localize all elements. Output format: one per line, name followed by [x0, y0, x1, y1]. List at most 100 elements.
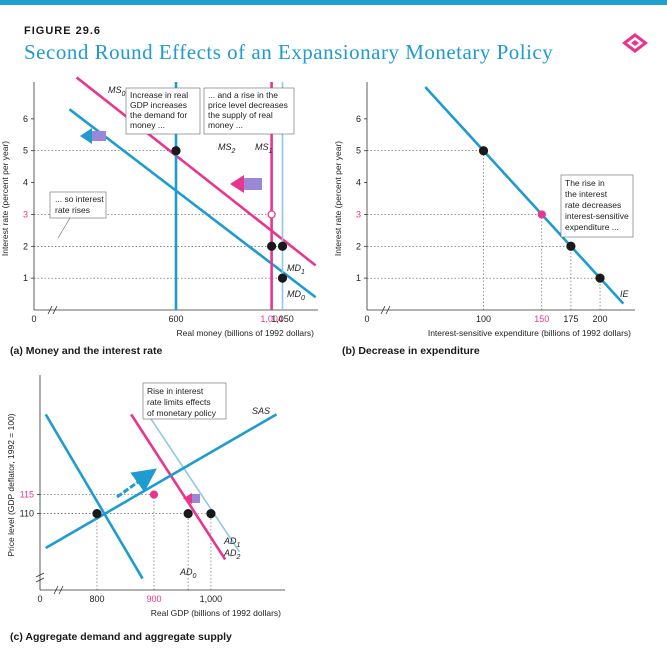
ms2-label: MS2	[218, 142, 236, 155]
md0-label: MD0	[287, 289, 305, 302]
equilibrium-point	[277, 273, 288, 283]
svg-text:money ...: money ...	[208, 120, 243, 130]
x-axis-title: Interest-sensitive expenditure (billions…	[428, 328, 631, 338]
x-tick-label: 150	[534, 314, 549, 324]
curve-ie	[424, 86, 625, 305]
origin-label: 0	[31, 314, 36, 324]
x-tick-label: 600	[168, 314, 183, 324]
y-tick-label: 5	[356, 146, 361, 156]
svg-text:The rise in: The rise in	[565, 178, 605, 188]
y-tick-label: 3	[356, 209, 361, 219]
x-tick-label: 900	[146, 594, 161, 604]
annotation-expenditure-decrease: The rise in the interest rate decreases …	[560, 174, 634, 238]
ms0-label: MS0	[108, 85, 126, 98]
equilibrium-point	[149, 490, 159, 499]
svg-text:the interest: the interest	[565, 189, 608, 199]
y-tick-label: 115	[20, 490, 34, 500]
figure-title: Second Round Effects of an Expansionary …	[24, 40, 554, 64]
x-tick-label: 100	[476, 314, 491, 324]
x-tick-label: 175	[563, 314, 578, 324]
panel-a-caption: (a) Money and the interest rate	[10, 345, 162, 357]
equilibrium-point	[277, 241, 288, 251]
svg-text:rate decreases: rate decreases	[565, 200, 621, 210]
x-tick-label: 1,000	[200, 594, 223, 604]
equilibrium-point	[171, 146, 181, 156]
ad2-label: AD2	[223, 548, 241, 561]
x-axis-title: Real GDP (billions of 1992 dollars)	[151, 608, 281, 618]
annotation-limits-effects: Rise in interest rate limits effects of …	[142, 382, 227, 420]
svg-text:GDP increases: GDP increases	[130, 100, 187, 110]
y-axis-title: Interest rate (percent per year)	[0, 141, 10, 256]
panel-b: Interest-sensitive expenditure (billions…	[333, 82, 635, 357]
equilibrium-point	[92, 509, 102, 519]
ie-label: IE	[620, 289, 630, 299]
y-tick-label: 1	[356, 273, 361, 283]
x-tick-label: 1,050	[271, 314, 294, 324]
curve-md0	[68, 108, 317, 299]
equilibrium-point	[206, 509, 216, 519]
equilibrium-point	[183, 509, 193, 519]
figure-number: FIGURE 29.6	[24, 25, 102, 37]
y-axis-title: Price level (GDP deflator, 1992 = 100)	[6, 413, 16, 556]
svg-text:of monetary policy: of monetary policy	[147, 408, 217, 418]
panel-b-caption: (b) Decrease in expenditure	[342, 345, 480, 357]
y-tick-label: 6	[23, 114, 28, 124]
svg-text:rate limits effects: rate limits effects	[147, 397, 211, 407]
curve-ad2	[130, 413, 227, 561]
svg-text:price level decreases: price level decreases	[208, 100, 288, 110]
panel-c: Real GDP (billions of 1992 dollars) Price…	[6, 375, 285, 643]
x-axis-title: Real money (billions of 1992 dollars)	[177, 328, 315, 338]
curve-ad0	[44, 413, 144, 580]
ad1-label: AD1	[223, 536, 241, 549]
ms-shift-arrow	[230, 175, 262, 193]
svg-text:... so interest: ... so interest	[55, 194, 104, 204]
y-tick-label: 3	[23, 209, 28, 219]
top-accent-bar	[0, 0, 667, 5]
svg-text:the supply of real: the supply of real	[208, 110, 273, 120]
svg-text:interest-sensitive: interest-sensitive	[565, 211, 629, 221]
sas-movement-arrows	[116, 468, 157, 499]
ms1-label: MS1	[255, 142, 273, 155]
annotation-supply-decrease: ... and a rise in the price level decrea…	[203, 87, 295, 135]
svg-text:expenditure ...: expenditure ...	[565, 222, 619, 232]
equilibrium-point	[267, 241, 277, 251]
y-tick-label: 5	[23, 146, 28, 156]
ad0-label: AD0	[179, 567, 197, 580]
x-axis-break	[380, 305, 391, 315]
svg-text:Increase in real: Increase in real	[130, 90, 188, 100]
sas-label: SAS	[252, 406, 270, 416]
y-tick-label: 2	[23, 241, 28, 251]
md1-label: MD1	[287, 263, 305, 276]
y-axis-title: Interest rate (percent per year)	[333, 141, 343, 256]
x-tick-label: 1,004	[260, 314, 283, 324]
origin-label: 0	[364, 314, 369, 324]
md-shift-arrow	[80, 128, 106, 144]
equilibrium-point	[267, 210, 276, 219]
svg-text:the demand for: the demand for	[130, 110, 187, 120]
curve-sas	[45, 413, 278, 550]
annotation-demand-increase: Increase in real GDP increases the deman…	[125, 87, 201, 135]
equilibrium-point	[595, 273, 605, 283]
y-tick-label: 4	[23, 178, 28, 188]
equilibrium-point	[478, 146, 489, 156]
curve-md1	[75, 76, 317, 267]
panel-a: Real money (billions of 1992 dollars) Int…	[0, 76, 318, 357]
svg-text:Rise in interest: Rise in interest	[147, 386, 204, 396]
origin-label: 0	[37, 594, 42, 604]
panel-c-caption: (c) Aggregate demand and aggregate suppl…	[10, 631, 232, 643]
y-tick-label: 1	[23, 273, 28, 283]
y-tick-label: 4	[356, 178, 361, 188]
ad-shift-arrow	[183, 493, 200, 504]
y-tick-label: 6	[356, 114, 361, 124]
curve-ad1	[144, 410, 241, 553]
x-tick-label: 800	[89, 594, 104, 604]
x-axis-break	[47, 305, 58, 315]
annotation-rate-rises: ... so interest rate rises	[49, 191, 107, 239]
y-tick-label: 2	[356, 241, 361, 251]
svg-text:rate rises: rate rises	[55, 205, 90, 215]
svg-text:... and a rise in the: ... and a rise in the	[208, 90, 278, 100]
x-tick-label: 200	[593, 314, 608, 324]
x-axis-break	[53, 585, 64, 595]
equilibrium-point	[537, 210, 546, 219]
